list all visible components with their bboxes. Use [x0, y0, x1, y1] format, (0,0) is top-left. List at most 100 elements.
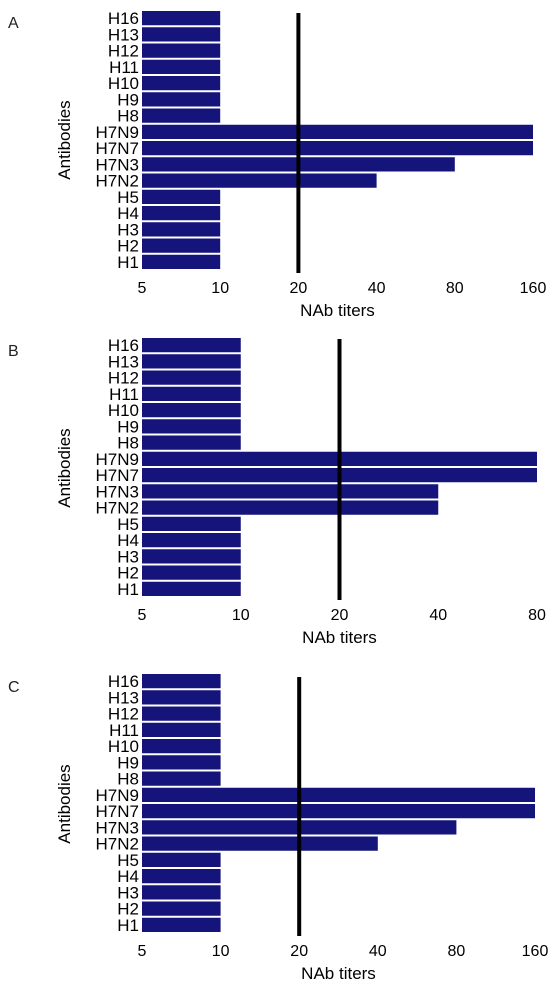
bar — [142, 690, 221, 705]
category-label: H8 — [117, 107, 139, 126]
category-label: H1 — [117, 580, 139, 599]
bar — [142, 804, 535, 819]
tick-label: 10 — [211, 280, 229, 297]
category-label: H8 — [117, 434, 139, 453]
category-label: H5 — [117, 515, 139, 534]
bar — [142, 565, 241, 580]
tick-label: 10 — [232, 607, 250, 624]
bar — [142, 354, 241, 369]
x-axis-title: NAb titers — [301, 964, 376, 983]
tick-label: 40 — [369, 943, 387, 960]
category-label: H13 — [108, 352, 139, 371]
bar — [142, 254, 221, 269]
bar — [142, 706, 221, 721]
bar — [142, 59, 221, 74]
category-label: H9 — [117, 417, 139, 436]
tick-label: 20 — [290, 943, 308, 960]
bar — [142, 869, 221, 884]
bar — [142, 238, 221, 253]
panel-letter: A — [8, 15, 19, 32]
x-axis-title: NAb titers — [300, 301, 375, 320]
y-axis-title: Antibodies — [55, 764, 74, 843]
bar — [142, 189, 221, 204]
category-label: H4 — [117, 531, 139, 550]
tick-label: 20 — [331, 607, 349, 624]
category-label: H12 — [108, 705, 139, 724]
category-label: H1 — [117, 253, 139, 272]
category-label: H11 — [109, 721, 139, 740]
bar — [142, 370, 241, 385]
bar — [142, 92, 221, 107]
tick-label: 40 — [429, 607, 447, 624]
bar — [142, 549, 241, 564]
chart-panel-a: A H16H13H12H11H10H9H8H7N9H7N7H7N3H7N2H5H4… — [8, 9, 546, 320]
bar — [142, 739, 221, 754]
category-label: H7N7 — [96, 466, 139, 485]
category-label: H2 — [117, 900, 139, 919]
category-label: H13 — [108, 25, 139, 44]
category-label: H3 — [117, 547, 139, 566]
tick-label: 40 — [368, 280, 386, 297]
category-label: H12 — [108, 369, 139, 388]
category-label: H2 — [117, 237, 139, 256]
bar — [142, 533, 241, 548]
panel-letter: C — [8, 679, 20, 696]
bar — [142, 173, 377, 188]
chart-panel-c: C H16H13H12H11H10H9H8H7N9H7N7H7N3H7N2H5H4… — [8, 672, 548, 983]
bar — [142, 771, 221, 786]
tick-label: 80 — [446, 280, 464, 297]
tick-label: 80 — [448, 943, 466, 960]
tick-label: 10 — [212, 943, 230, 960]
bar — [142, 338, 241, 353]
category-label: H10 — [108, 737, 139, 756]
chart-panel-b: B H16H13H12H11H10H9H8H7N9H7N7H7N3H7N2H5H4… — [8, 336, 546, 647]
bar — [142, 206, 221, 221]
panel-letter: B — [8, 343, 19, 360]
y-axis-title: Antibodies — [55, 428, 74, 507]
category-label: H13 — [108, 688, 139, 707]
tick-label: 5 — [138, 943, 147, 960]
category-label: H9 — [117, 753, 139, 772]
bar — [142, 836, 378, 851]
category-label: H7N9 — [96, 786, 139, 805]
bar — [142, 141, 533, 156]
bar — [142, 581, 241, 596]
tick-label: 5 — [138, 607, 147, 624]
category-label: H4 — [117, 867, 139, 886]
bar — [142, 500, 439, 515]
bar — [142, 722, 221, 737]
bar — [142, 516, 241, 531]
x-axis-title: NAb titers — [302, 628, 377, 647]
category-label: H7N3 — [96, 155, 139, 174]
bar — [142, 222, 221, 237]
category-label: H1 — [117, 916, 139, 935]
bar — [142, 917, 221, 932]
category-label: H10 — [108, 401, 139, 420]
tick-label: 160 — [520, 280, 547, 297]
bar — [142, 386, 241, 401]
category-label: H7N3 — [96, 818, 139, 837]
category-label: H11 — [109, 58, 139, 77]
category-label: H7N3 — [96, 482, 139, 501]
category-label: H3 — [117, 220, 139, 239]
category-label: H7N2 — [96, 499, 139, 518]
tick-label: 20 — [290, 280, 308, 297]
category-label: H7N2 — [96, 172, 139, 191]
bar — [142, 674, 221, 689]
category-label: H5 — [117, 188, 139, 207]
bar — [142, 885, 221, 900]
category-label: H7N7 — [96, 139, 139, 158]
bar — [142, 11, 221, 26]
y-axis-title: Antibodies — [55, 100, 74, 179]
bar — [142, 484, 439, 499]
bar — [142, 76, 221, 91]
category-label: H7N9 — [96, 123, 139, 142]
bar — [142, 787, 535, 802]
category-label: H2 — [117, 564, 139, 583]
tick-label: 5 — [138, 280, 147, 297]
bar — [142, 27, 221, 42]
bar — [142, 124, 533, 139]
category-label: H10 — [108, 74, 139, 93]
category-label: H7N2 — [96, 835, 139, 854]
